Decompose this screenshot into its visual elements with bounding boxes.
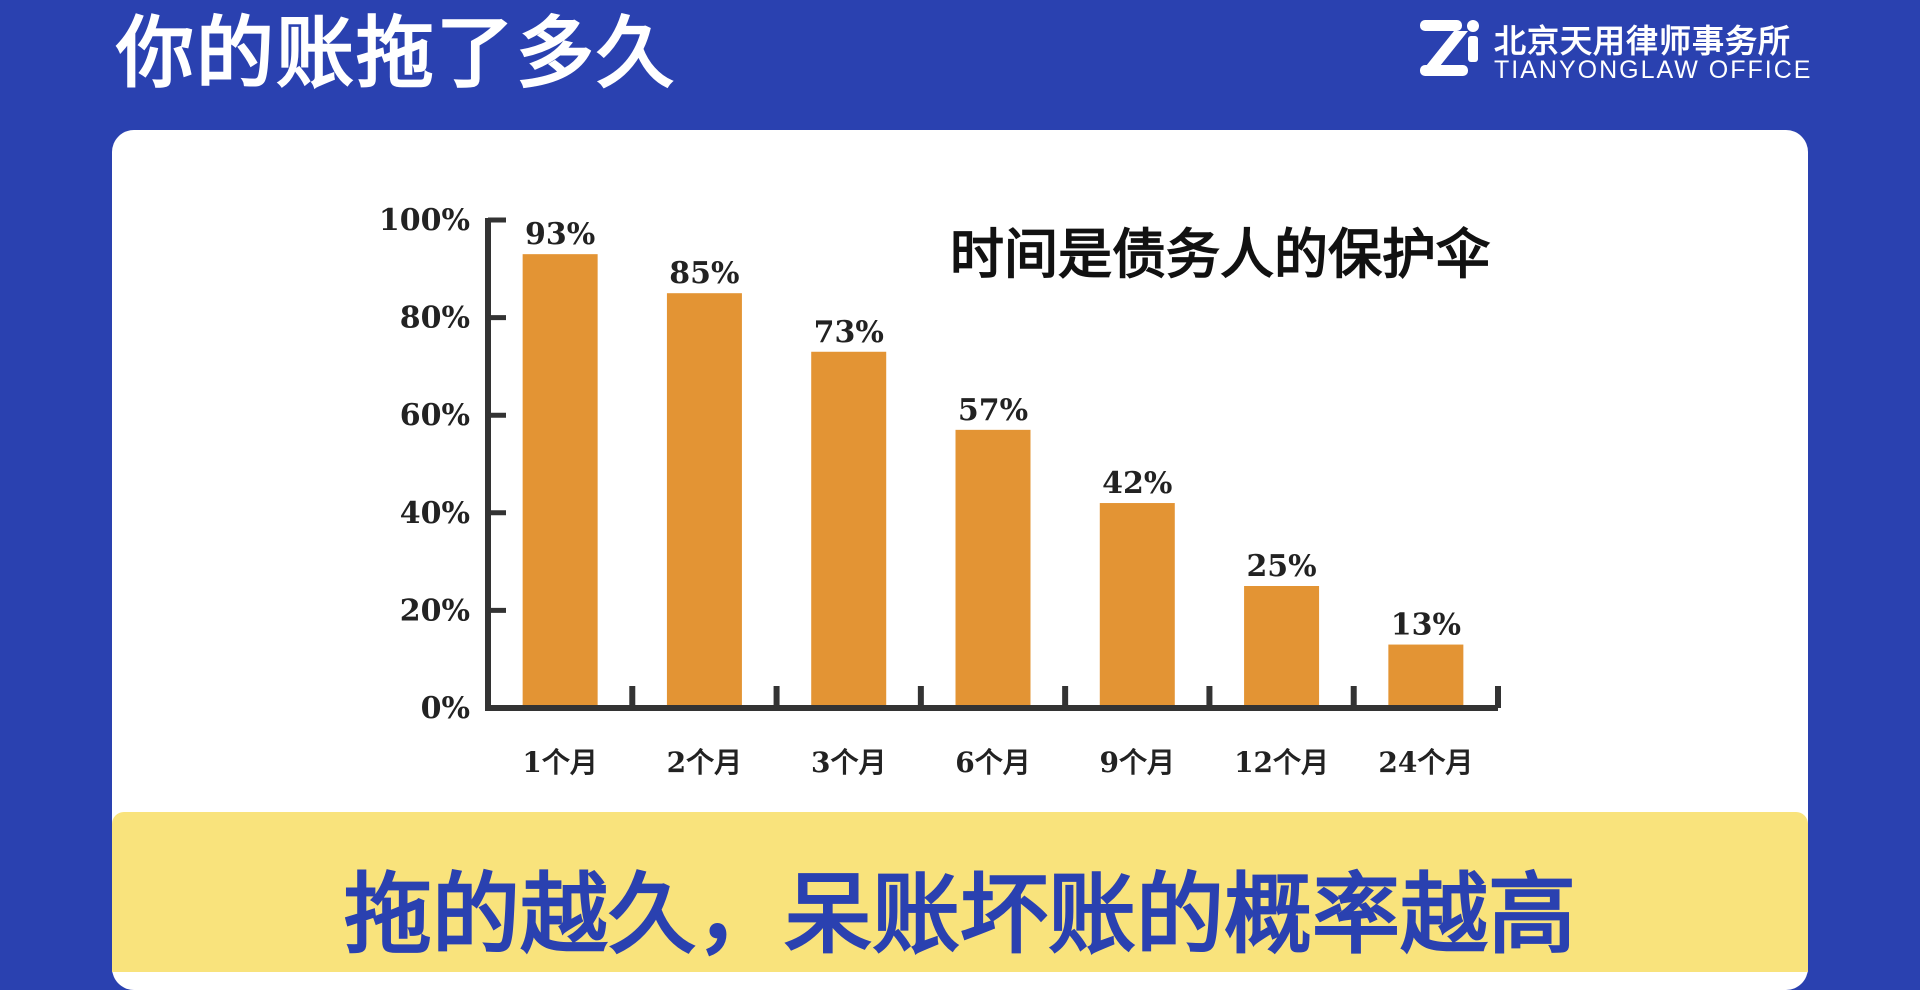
data-label: 42% <box>1102 466 1172 501</box>
y-tick-label: 80% <box>400 301 470 336</box>
data-label: 13% <box>1391 608 1461 643</box>
y-tick-label: 40% <box>400 496 470 531</box>
y-tick-label: 60% <box>400 398 470 433</box>
data-label: 85% <box>669 256 739 291</box>
y-tick-label: 100% <box>379 203 470 238</box>
bar <box>955 429 1031 705</box>
data-label: 93% <box>525 217 595 252</box>
y-tick-label: 20% <box>400 593 470 628</box>
brand-name: 北京天用律师事务所 <box>1494 22 1792 60</box>
bar <box>522 254 598 705</box>
conclusion-text: 拖的越久，呆账坏账的概率越高 <box>343 863 1576 966</box>
x-tick-label: 3个月 <box>811 746 886 779</box>
tianyong-logo-icon <box>1420 20 1479 76</box>
x-tick-label: 24个月 <box>1378 746 1473 779</box>
data-label: 57% <box>958 393 1028 428</box>
bar <box>1388 644 1464 705</box>
bar <box>811 351 887 705</box>
bar-chart: 0% 20% 40% 60% 80% 100% 93% 1个月 85% 2个月 73% 3个月 57% 6… <box>379 203 1501 779</box>
y-tick-label: 0% <box>421 691 470 726</box>
bar <box>1244 586 1320 705</box>
x-tick-label: 6个月 <box>955 746 1030 779</box>
brand-english-name: TIANYONGLAW OFFICE <box>1494 56 1813 84</box>
page-title: 你的账拖了多久 <box>116 9 677 99</box>
brand: 北京天用律师事务所 TIANYONGLAW OFFICE <box>1418 14 1810 84</box>
data-label: 25% <box>1246 549 1316 584</box>
conclusion-banner: 拖的越久，呆账坏账的概率越高 <box>112 812 1808 972</box>
x-tick-label: 12个月 <box>1234 746 1329 779</box>
bar <box>666 293 742 705</box>
x-tick-label: 1个月 <box>522 746 597 779</box>
chart-title: 时间是债务人的保护伞 <box>950 223 1490 286</box>
x-tick-label: 9个月 <box>1100 746 1175 779</box>
bar <box>1099 503 1175 705</box>
data-label: 73% <box>814 315 884 350</box>
x-tick-label: 2个月 <box>667 746 742 779</box>
